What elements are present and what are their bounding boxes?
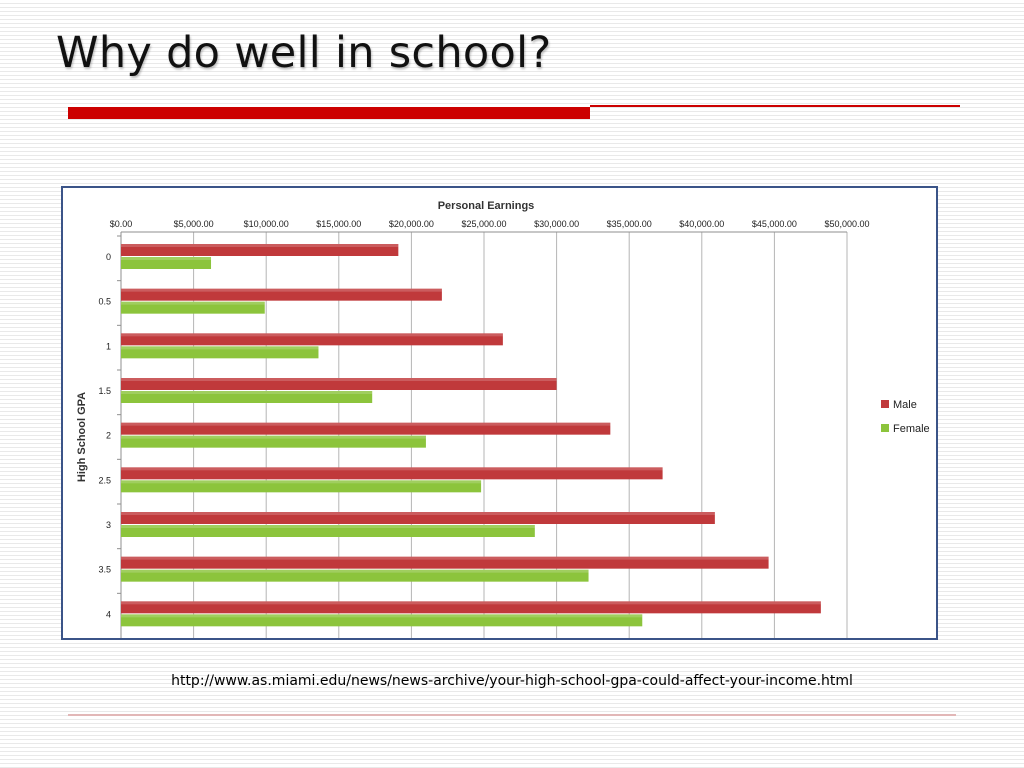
x-tick-label: $30,000.00 [534,219,579,229]
bar-highlight [121,244,399,247]
bar-male [121,556,769,569]
bar-female [121,480,482,493]
legend-swatch-male [881,400,889,408]
category-label: 3 [106,520,111,530]
bar-highlight [121,333,503,337]
bar-female [121,346,319,359]
category-label: 2 [106,431,111,441]
bar-male [121,333,503,346]
title-underline-thin [590,105,960,107]
earnings-bar-chart: Personal Earnings $0.00 $5,000.00 $10,000.0… [76,200,930,638]
bar-highlight [121,480,482,484]
category-label: 2.5 [98,475,111,485]
bar-male [121,512,715,524]
category-label: 1.5 [98,386,111,396]
category-label: 4 [106,609,111,619]
bar-female [121,301,265,314]
chart-title: Personal Earnings [438,200,535,212]
bar-highlight [121,512,715,515]
bar-highlight [121,467,663,471]
y-axis-title: High School GPA [76,392,88,482]
category-label: 0.5 [98,297,111,307]
bar-highlight [121,435,426,439]
x-tick-label: $5,000.00 [174,219,214,229]
bar-male [121,601,821,614]
bar-female [121,614,643,627]
bar-highlight [121,257,212,260]
category-label: 3.5 [98,565,111,575]
title-underline-thick [68,107,590,119]
bar-female [121,569,589,582]
x-tick-label: $50,000.00 [824,219,869,229]
legend-swatch-female [881,424,889,432]
bar-male [121,244,399,256]
legend-label-female: Female [893,423,930,435]
x-tick-label: $45,000.00 [752,219,797,229]
bar-highlight [121,601,821,605]
bar-highlight [121,301,265,305]
x-tick-label: $40,000.00 [679,219,724,229]
bar-highlight [121,556,769,560]
bar-female [121,525,535,537]
x-tick-label: $10,000.00 [244,219,289,229]
bar-male [121,467,663,480]
bar-female [121,435,426,448]
x-tick-label: $25,000.00 [461,219,506,229]
bar-highlight [121,614,643,618]
x-tick-label: $15,000.00 [316,219,361,229]
bar-male [121,378,557,390]
bar-male [121,288,442,301]
legend-label-male: Male [893,399,917,411]
bar-male [121,422,611,435]
bar-highlight [121,378,557,381]
bar-female [121,391,373,403]
x-tick-label: $35,000.00 [607,219,652,229]
bar-highlight [121,288,442,292]
bar-highlight [121,525,535,528]
chart-frame: Personal Earnings $0.00 $5,000.00 $10,000.0… [61,186,938,640]
bar-highlight [121,391,373,394]
slide-title: Why do well in school? [56,28,552,78]
bar-female [121,257,212,269]
category-label: 1 [106,341,111,351]
bar-highlight [121,569,589,573]
x-tick-label: $20,000.00 [389,219,434,229]
footer-rule [68,714,956,716]
source-url: http://www.as.miami.edu/news/news-archiv… [171,673,853,689]
bar-highlight [121,422,611,426]
x-tick-label: $0.00 [110,219,133,229]
category-label: 0 [106,252,111,262]
bar-highlight [121,346,319,350]
